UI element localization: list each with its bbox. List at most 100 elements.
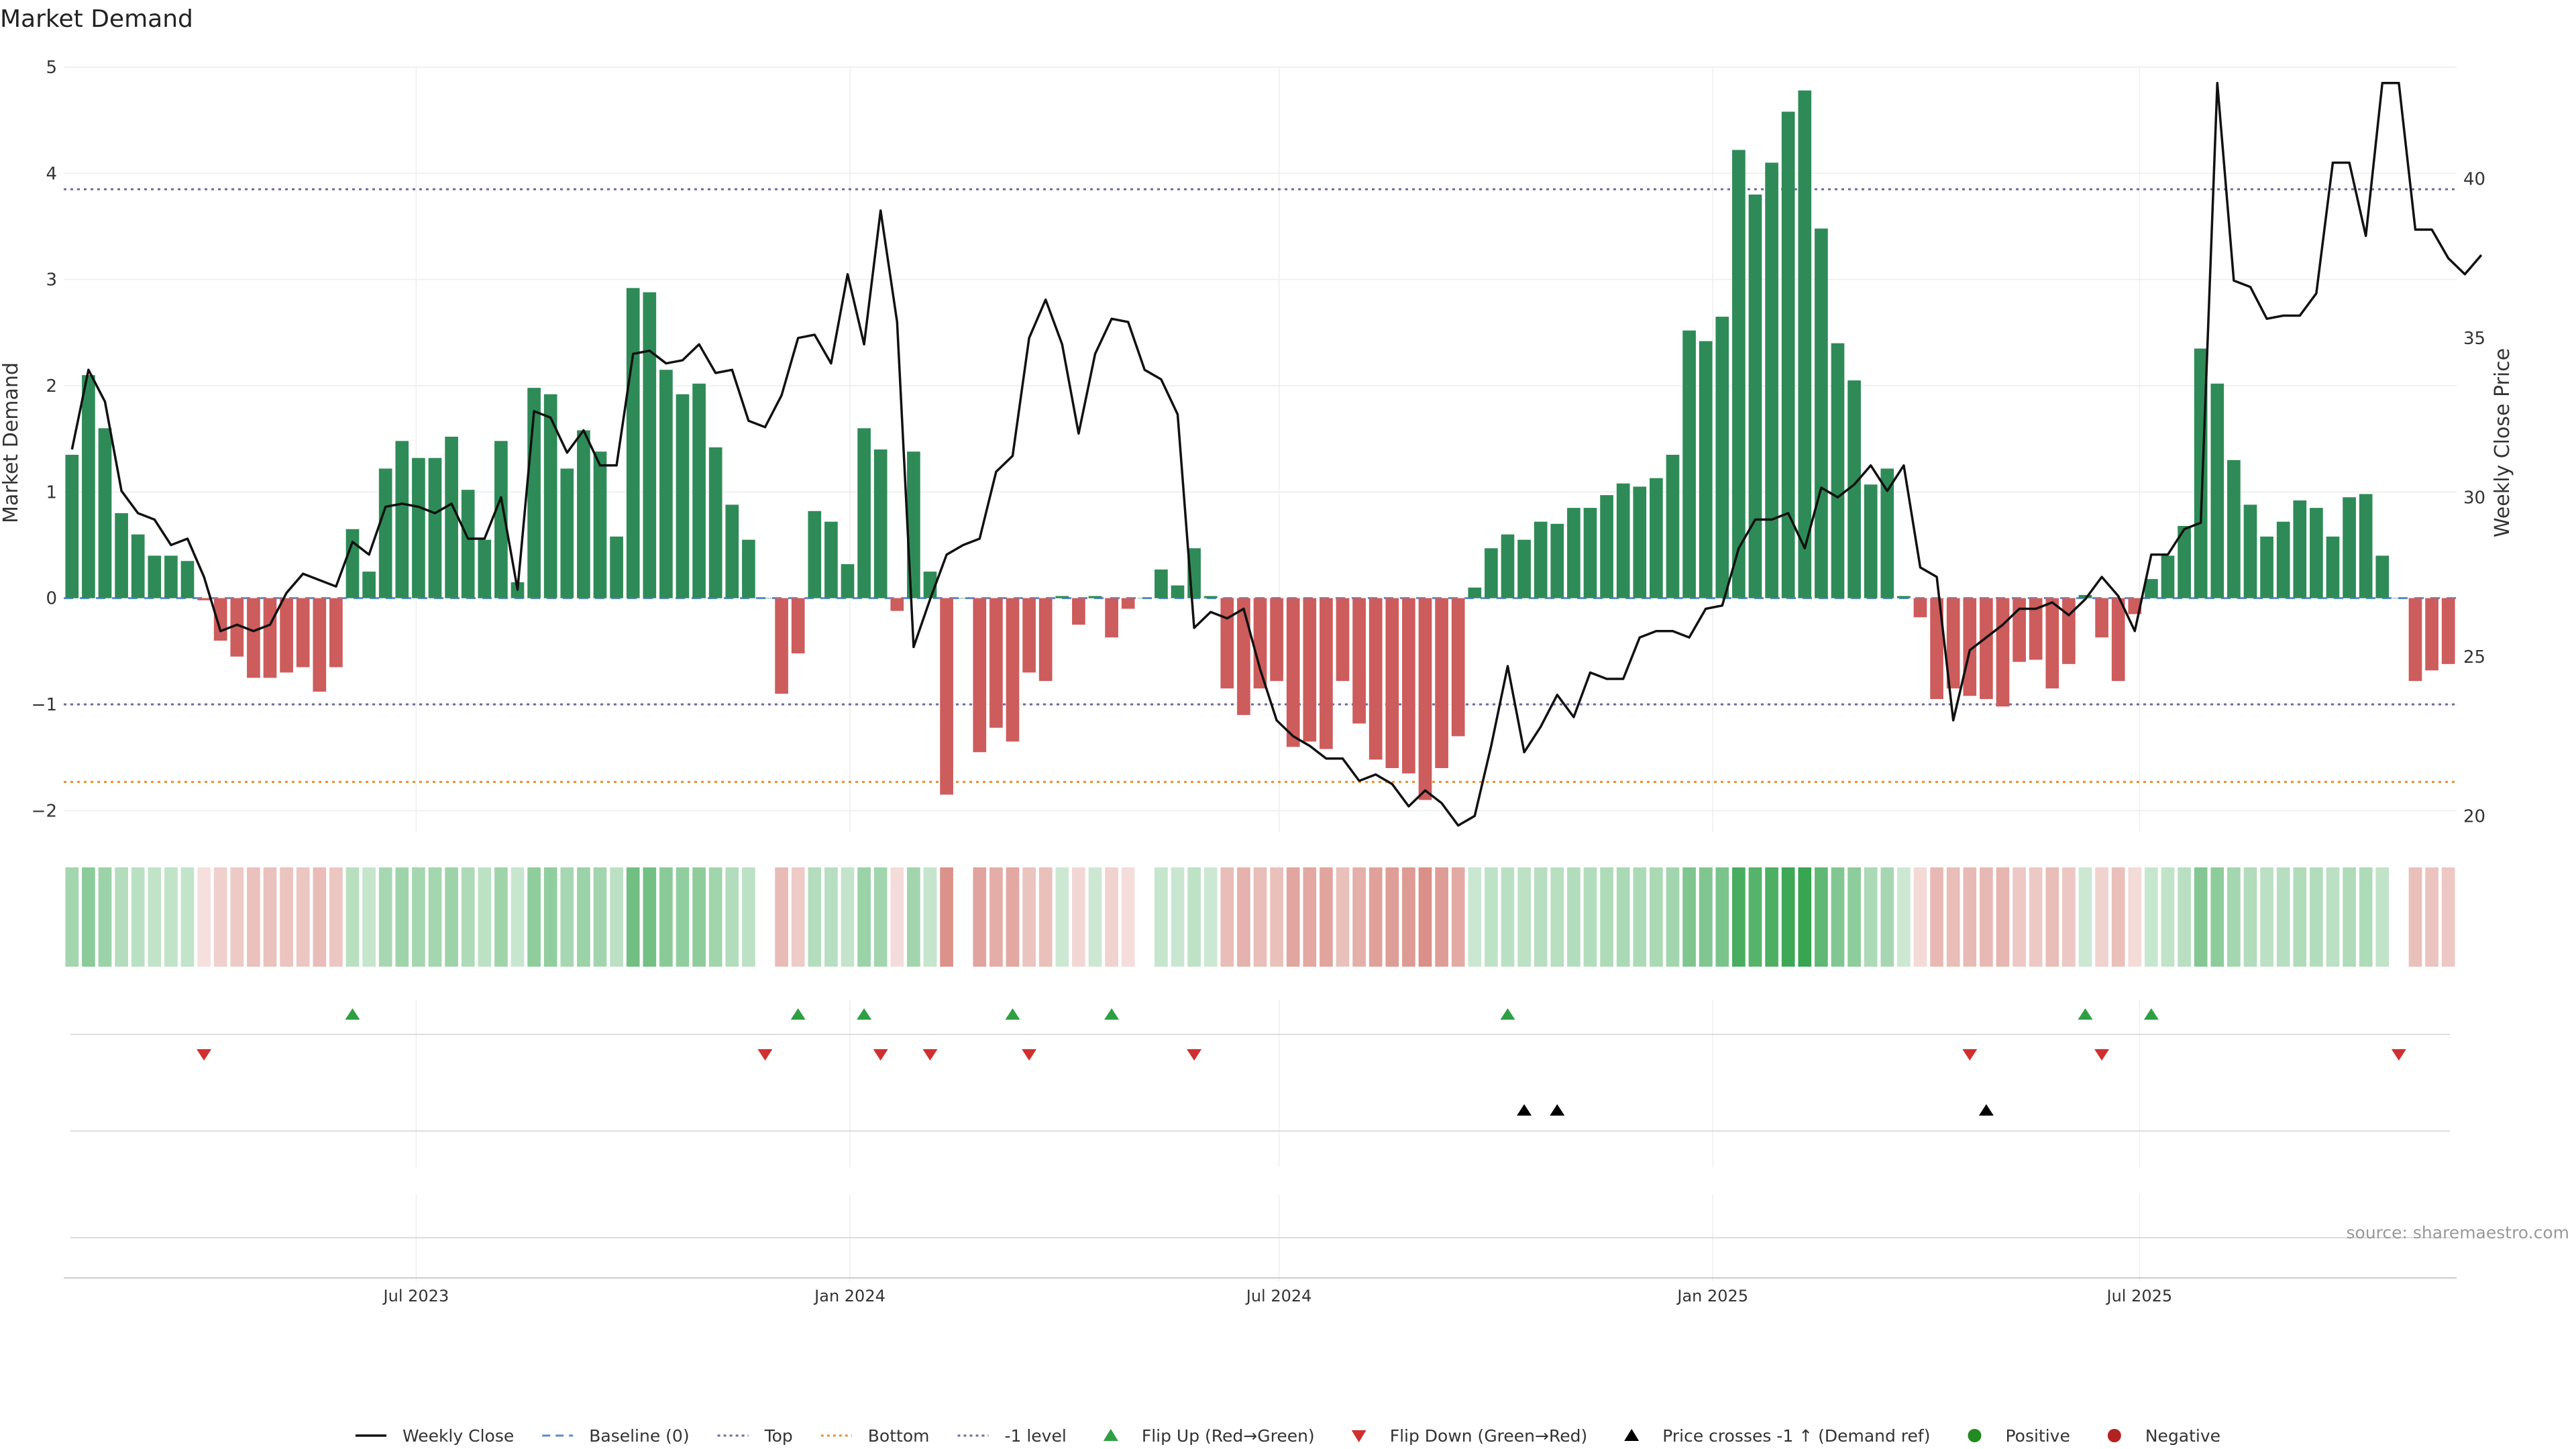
heat-cell bbox=[1831, 867, 1845, 967]
heat-cell bbox=[115, 867, 128, 967]
demand-bar bbox=[395, 441, 409, 598]
heat-cell bbox=[873, 867, 888, 967]
demand-bar bbox=[593, 451, 607, 598]
flip-down-marker bbox=[2094, 1049, 2110, 1061]
heat-cell bbox=[1980, 867, 1993, 967]
y-tick-label: 3 bbox=[46, 270, 57, 290]
demand-bar bbox=[1072, 598, 1085, 625]
heat-cell bbox=[1930, 867, 1943, 967]
y-tick-label: 5 bbox=[46, 58, 57, 78]
demand-bar bbox=[345, 529, 360, 598]
heat-cell bbox=[808, 867, 822, 967]
demand-bar bbox=[1633, 486, 1647, 598]
heat-cell bbox=[280, 867, 293, 967]
x-tick-label: Jan 2024 bbox=[813, 1287, 885, 1305]
heat-cell bbox=[1435, 867, 1448, 967]
heat-cell bbox=[791, 867, 805, 967]
demand-bar bbox=[2210, 383, 2224, 598]
heat-cell bbox=[164, 867, 178, 967]
demand-bar bbox=[1237, 598, 1250, 715]
heat-cell bbox=[1055, 867, 1069, 967]
heat-cell bbox=[1583, 867, 1597, 967]
flip-up-marker bbox=[790, 1008, 806, 1020]
price-cross-marker bbox=[1978, 1104, 1994, 1116]
source-note: source: sharemaestro.com bbox=[2347, 1223, 2570, 1242]
demand-bar bbox=[362, 572, 376, 598]
demand-bar bbox=[1352, 598, 1366, 724]
heat-cell bbox=[2227, 867, 2241, 967]
demand-bar bbox=[659, 370, 673, 598]
heat-cell bbox=[2425, 867, 2438, 967]
demand-bar bbox=[2078, 594, 2092, 598]
heat-cell bbox=[1798, 867, 1812, 967]
demand-bar bbox=[890, 598, 904, 611]
demand-bar bbox=[1220, 598, 1234, 689]
y-tick-label: 2 bbox=[46, 376, 57, 396]
heat-cell bbox=[2359, 867, 2373, 967]
demand-bar bbox=[2260, 536, 2273, 598]
demand-bar bbox=[956, 598, 970, 599]
heat-cell bbox=[1303, 867, 1317, 967]
heat-cell bbox=[1336, 867, 1350, 967]
heat-cell bbox=[2045, 867, 2059, 967]
demand-bar bbox=[1418, 598, 1432, 800]
heat-cell bbox=[461, 867, 475, 967]
demand-bar bbox=[1682, 330, 1696, 598]
heat-cell bbox=[989, 867, 1003, 967]
heat-cell bbox=[1088, 867, 1102, 967]
demand-bar bbox=[2227, 460, 2241, 598]
heat-cell bbox=[1155, 867, 1168, 967]
demand-bar bbox=[1913, 598, 1927, 618]
demand-bar bbox=[1864, 484, 1878, 598]
heat-cell bbox=[2012, 867, 2026, 967]
demand-bar bbox=[478, 539, 492, 598]
demand-bar bbox=[2012, 598, 2026, 662]
demand-bar bbox=[1501, 534, 1515, 598]
demand-bar bbox=[378, 468, 392, 598]
demand-bar bbox=[2128, 598, 2142, 614]
demand-bar bbox=[791, 598, 805, 653]
demand-bar bbox=[940, 598, 953, 795]
demand-bar bbox=[1996, 598, 2010, 707]
heat-cell bbox=[98, 867, 112, 967]
legend-item: Baseline (0) bbox=[542, 1426, 690, 1446]
heat-cell bbox=[1963, 867, 1977, 967]
demand-bar bbox=[2310, 508, 2323, 598]
heat-cell bbox=[263, 867, 277, 967]
demand-bar bbox=[692, 383, 706, 598]
demand-bar bbox=[1121, 598, 1135, 609]
heat-cell bbox=[1815, 867, 1828, 967]
heat-cell bbox=[1485, 867, 1498, 967]
chart-title: Market Demand bbox=[0, 5, 193, 33]
heat-cell bbox=[230, 867, 244, 967]
heat-cell bbox=[313, 867, 327, 967]
heat-cell bbox=[2145, 867, 2158, 967]
demand-bar bbox=[1815, 228, 1828, 598]
demand-bar bbox=[1022, 598, 1036, 673]
heat-cell bbox=[527, 867, 541, 967]
demand-bar bbox=[2359, 494, 2373, 598]
heat-cell bbox=[1517, 867, 1531, 967]
demand-bar bbox=[2392, 598, 2406, 599]
heat-cell bbox=[1253, 867, 1267, 967]
heat-cell bbox=[478, 867, 492, 967]
heat-cell bbox=[692, 867, 706, 967]
demand-bar bbox=[1699, 341, 1713, 598]
heat-cell bbox=[2343, 867, 2356, 967]
demand-bar bbox=[1336, 598, 1350, 682]
event-rows bbox=[70, 1008, 2450, 1238]
demand-bar bbox=[412, 458, 425, 598]
heat-cell bbox=[2441, 867, 2455, 967]
demand-bar bbox=[841, 564, 855, 598]
heat-cell bbox=[378, 867, 392, 967]
heat-cell bbox=[1203, 867, 1218, 967]
heat-cell bbox=[395, 867, 409, 967]
legend-item: -1 level bbox=[957, 1426, 1067, 1446]
demand-bar bbox=[115, 513, 128, 598]
legend-swatch-circle bbox=[2107, 1429, 2121, 1442]
flip-up-marker bbox=[345, 1008, 360, 1020]
demand-bar bbox=[758, 598, 772, 599]
demand-bar bbox=[1534, 521, 1548, 598]
demand-bar bbox=[1583, 508, 1597, 598]
demand-bar bbox=[1451, 598, 1465, 737]
